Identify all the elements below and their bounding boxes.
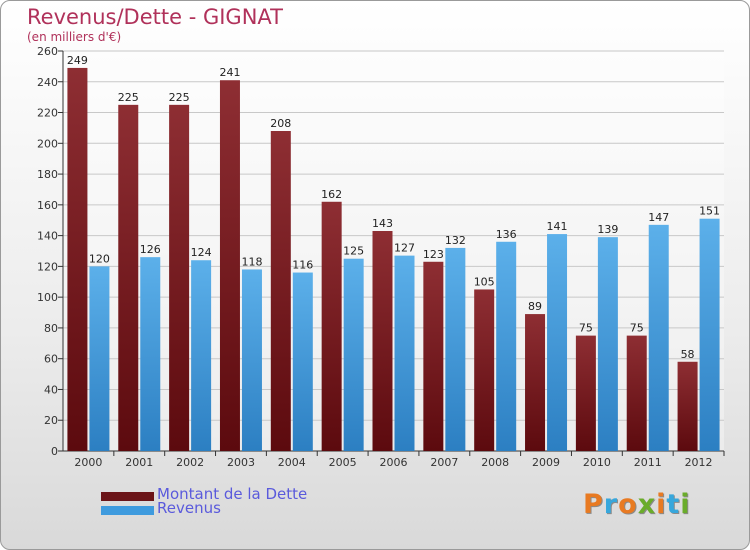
y-tick-label: 120 [37,260,58,273]
data-label-revenus: 126 [140,243,161,256]
bar-dette [525,314,546,451]
bar-revenus [191,260,212,451]
data-label-revenus: 125 [343,245,364,258]
logo-letter: o [618,489,638,520]
bar-dette [321,201,342,451]
y-tick-label: 180 [37,168,58,181]
data-label-revenus: 132 [445,234,466,247]
chart-subtitle: (en milliers d'€) [27,30,122,44]
logo-letter: i [680,489,691,520]
y-tick-label: 40 [44,383,58,396]
legend-swatch-dette [101,492,154,501]
data-label-revenus: 120 [89,252,110,265]
bar-dette [219,80,240,451]
bar-revenus [445,247,466,451]
bar-revenus [496,241,517,451]
legend-label-dette: Montant de la Dette [157,485,308,503]
bar-dette [677,361,698,451]
x-tick-label: 2007 [430,456,458,469]
bar-revenus [394,255,415,451]
data-label-dette: 162 [321,188,342,201]
y-tick-label: 0 [51,445,58,458]
x-tick-label: 2011 [634,456,662,469]
bar-revenus [699,218,720,451]
y-tick-label: 200 [37,137,58,150]
x-tick-label: 2001 [125,456,153,469]
logo-letter: t [666,489,681,520]
data-label-revenus: 147 [648,211,669,224]
proxiti-logo: Proxiti [583,489,691,520]
logo-letter: x [637,489,657,520]
bar-dette [169,104,190,451]
bar-dette [372,231,393,451]
bar-revenus [89,266,110,451]
bar-dette [270,131,291,451]
y-tick-label: 240 [37,76,58,89]
logo-letter: P [583,489,604,520]
x-tick-label: 2010 [583,456,611,469]
data-label-revenus: 141 [547,220,568,233]
chart-title: Revenus/Dette - GIGNAT [27,5,283,29]
data-label-dette: 123 [423,248,444,261]
x-tick-label: 2000 [74,456,102,469]
y-tick-label: 260 [37,45,58,58]
y-tick-label: 100 [37,291,58,304]
x-tick-label: 2003 [227,456,255,469]
bar-revenus [648,224,669,451]
legend-swatch-revenus [101,506,154,515]
data-label-revenus: 151 [699,205,720,218]
data-label-dette: 225 [118,91,139,104]
data-label-dette: 89 [528,300,542,313]
x-tick-label: 2012 [685,456,713,469]
data-label-dette: 208 [270,117,291,130]
x-tick-label: 2006 [380,456,408,469]
data-label-revenus: 124 [191,246,212,259]
data-label-dette: 225 [169,91,190,104]
data-label-dette: 75 [579,322,593,335]
x-tick-label: 2004 [278,456,306,469]
y-tick-label: 60 [44,353,58,366]
bar-revenus [547,234,568,451]
x-tick-label: 2009 [532,456,560,469]
data-label-dette: 105 [474,275,495,288]
bar-revenus [140,257,161,451]
data-label-dette: 143 [372,217,393,230]
data-label-dette: 75 [630,322,644,335]
legend-label-revenus: Revenus [157,499,221,517]
y-tick-label: 220 [37,107,58,120]
data-label-dette: 241 [219,66,240,79]
bar-dette [67,67,88,451]
bar-revenus [241,269,262,451]
y-tick-label: 160 [37,199,58,212]
data-label-revenus: 139 [597,223,618,236]
logo-letter: i [656,489,667,520]
logo-letter: r [603,489,619,520]
bar-dette [474,289,495,451]
y-tick-label: 20 [44,414,58,427]
x-tick-label: 2005 [329,456,357,469]
bar-dette [118,104,139,451]
data-label-revenus: 116 [292,259,313,272]
bar-revenus [292,272,313,451]
data-label-revenus: 118 [241,255,262,268]
data-label-dette: 58 [681,348,695,361]
x-tick-label: 2008 [481,456,509,469]
bar-revenus [597,237,618,451]
bar-dette [626,335,647,451]
y-tick-label: 80 [44,322,58,335]
data-label-revenus: 127 [394,242,415,255]
bar-revenus [343,258,364,451]
y-tick-label: 140 [37,230,58,243]
data-label-revenus: 136 [496,228,517,241]
bar-dette [423,261,444,451]
x-tick-label: 2002 [176,456,204,469]
bar-dette [575,335,596,451]
data-label-dette: 249 [67,54,88,67]
